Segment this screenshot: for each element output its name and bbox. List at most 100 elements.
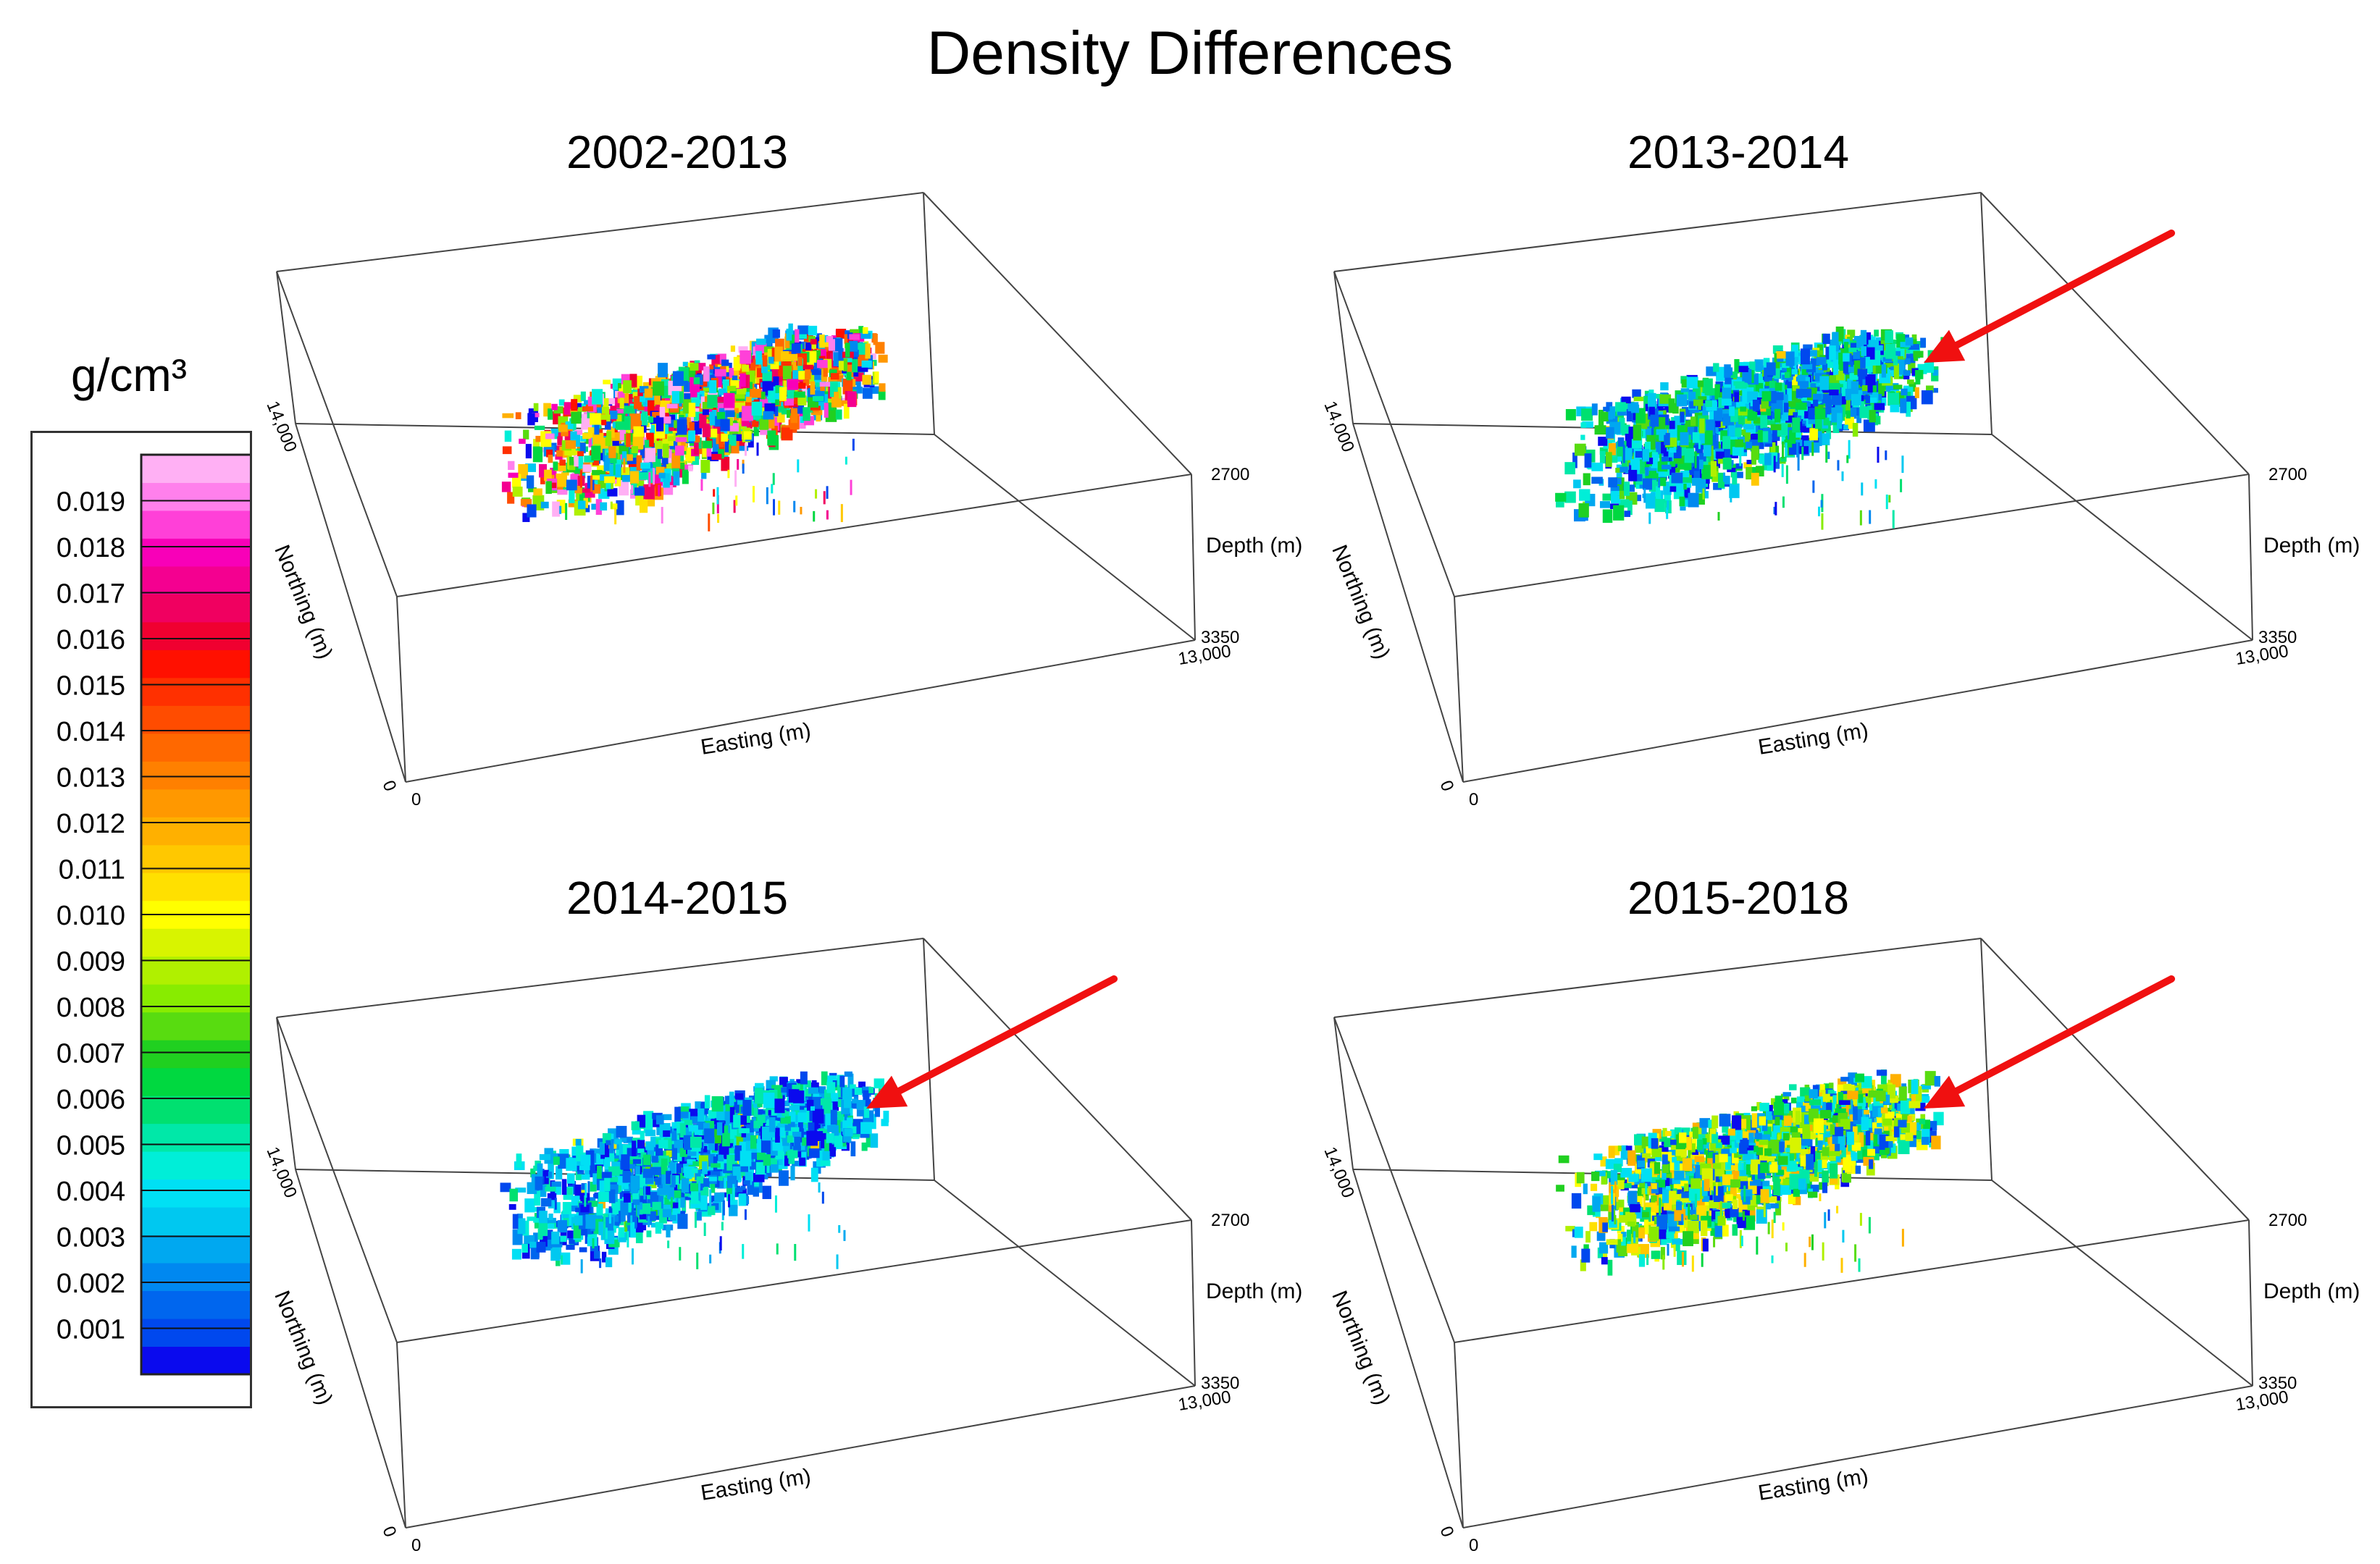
voxel xyxy=(703,384,714,392)
voxel xyxy=(874,371,879,383)
voxel xyxy=(869,379,874,386)
y-axis-label: Northing (m) xyxy=(1327,1287,1394,1408)
voxel xyxy=(552,501,561,517)
colorbar-segment xyxy=(141,928,250,957)
plot-box xyxy=(276,192,1196,783)
colorbar-segment xyxy=(141,1012,250,1040)
voxel xyxy=(849,340,858,352)
voxel xyxy=(603,379,611,384)
voxel xyxy=(640,445,648,458)
voxel xyxy=(546,449,553,458)
voxel xyxy=(574,485,582,494)
voxel xyxy=(869,386,881,394)
colorbar-segment xyxy=(141,1067,250,1096)
box-edge xyxy=(1462,1385,2253,1529)
voxel xyxy=(526,475,535,489)
colorbar-segment xyxy=(141,1123,250,1152)
voxel xyxy=(856,382,861,394)
voxel xyxy=(830,373,839,380)
colorbar-segment xyxy=(141,1319,250,1348)
box-edge xyxy=(1454,1219,2250,1343)
voxel xyxy=(629,449,638,458)
voxel xyxy=(567,465,576,471)
voxel xyxy=(522,513,530,522)
voxel xyxy=(729,368,734,378)
voxel xyxy=(561,470,569,476)
colorbar-tick-label: 0.002 xyxy=(56,1269,125,1299)
voxel xyxy=(550,467,557,479)
voxel xyxy=(661,456,669,465)
voxel xyxy=(502,446,512,455)
voxel xyxy=(582,432,591,440)
voxel xyxy=(820,383,825,391)
voxel xyxy=(666,403,678,409)
voxel xyxy=(702,445,707,458)
voxel-cluster xyxy=(501,323,888,531)
voxel xyxy=(771,416,779,431)
voxel xyxy=(527,413,535,426)
box-edge xyxy=(2248,1219,2253,1387)
voxel xyxy=(796,374,804,387)
voxel xyxy=(808,325,818,336)
box-edge xyxy=(396,596,406,783)
voxel xyxy=(810,381,816,395)
voxel xyxy=(786,328,792,341)
voxel xyxy=(573,395,582,403)
colorbar-segment xyxy=(141,733,250,762)
voxel xyxy=(760,427,772,435)
colorbar-segment xyxy=(141,1040,250,1069)
voxel xyxy=(738,437,745,450)
colorbar-segment xyxy=(141,984,250,1013)
z-tick-label: 3350 xyxy=(2258,1374,2297,1393)
voxel xyxy=(600,398,609,409)
voxel xyxy=(786,407,794,413)
colorbar-segment xyxy=(141,873,250,901)
voxel xyxy=(707,354,716,360)
voxel xyxy=(532,446,543,463)
voxel xyxy=(849,349,859,357)
voxel xyxy=(739,350,752,364)
colorbar-tick-label: 0.011 xyxy=(59,855,125,886)
voxel xyxy=(632,392,640,398)
voxel xyxy=(873,333,878,345)
voxel xyxy=(753,421,759,437)
voxel xyxy=(828,377,837,384)
voxel xyxy=(750,362,756,377)
voxel xyxy=(684,393,691,403)
colorbar-segment xyxy=(141,1096,250,1124)
voxel xyxy=(879,383,886,392)
voxel xyxy=(527,487,537,492)
colorbar-segment xyxy=(141,1179,250,1208)
voxel xyxy=(795,329,800,343)
box-edge xyxy=(1980,938,2250,1221)
voxel xyxy=(686,417,692,429)
voxel xyxy=(722,379,729,392)
voxel xyxy=(691,454,700,466)
voxel xyxy=(738,445,749,451)
voxel xyxy=(548,408,553,420)
voxel xyxy=(862,374,872,385)
voxel xyxy=(819,334,825,348)
voxel xyxy=(533,439,540,453)
voxel xyxy=(688,465,693,471)
colorbar-tick-label: 0.012 xyxy=(56,809,125,839)
voxel xyxy=(587,427,596,438)
voxel xyxy=(574,455,579,467)
voxel xyxy=(515,412,521,419)
voxel xyxy=(645,432,654,447)
colorbar-tick-label: 0.006 xyxy=(56,1085,125,1115)
voxel xyxy=(862,387,873,399)
voxel xyxy=(532,413,540,418)
voxel xyxy=(835,409,842,420)
colorbar-segment xyxy=(141,1151,250,1180)
box-edge xyxy=(1191,474,1196,641)
voxel xyxy=(607,488,618,497)
voxel xyxy=(571,399,578,411)
x-tick-label: 0 xyxy=(411,790,421,810)
voxel xyxy=(655,474,663,486)
panel-title-2013-2014: 2013-2014 xyxy=(1627,126,1850,178)
panel-title-2002-2013: 2002-2013 xyxy=(566,126,789,178)
voxel xyxy=(711,355,720,366)
voxel xyxy=(860,332,871,339)
voxel xyxy=(878,390,886,400)
